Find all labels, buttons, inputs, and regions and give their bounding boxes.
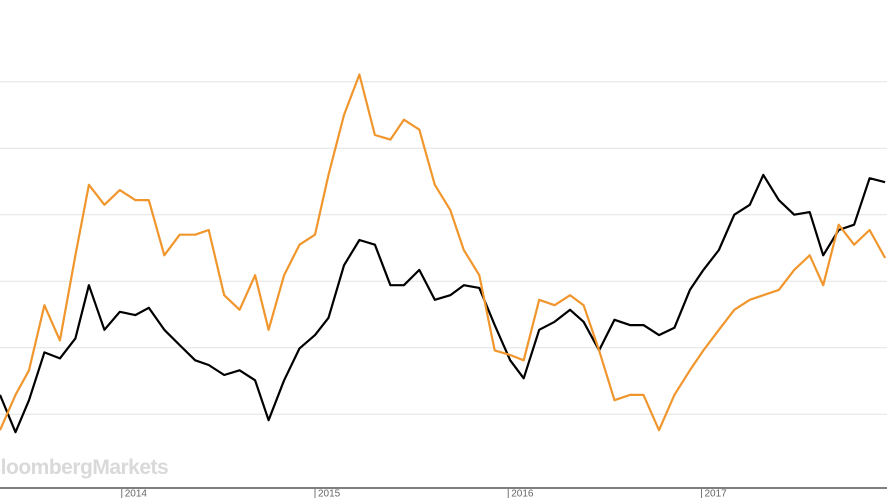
x-tick-label: 2016 bbox=[511, 489, 534, 499]
x-tick-label: 2015 bbox=[318, 489, 341, 499]
watermark: BloombergMarkets bbox=[0, 456, 168, 479]
x-tick-label: 2017 bbox=[704, 489, 727, 499]
series-line bbox=[0, 173, 886, 434]
x-tick-label: 2014 bbox=[125, 489, 148, 499]
series-line bbox=[0, 73, 887, 432]
